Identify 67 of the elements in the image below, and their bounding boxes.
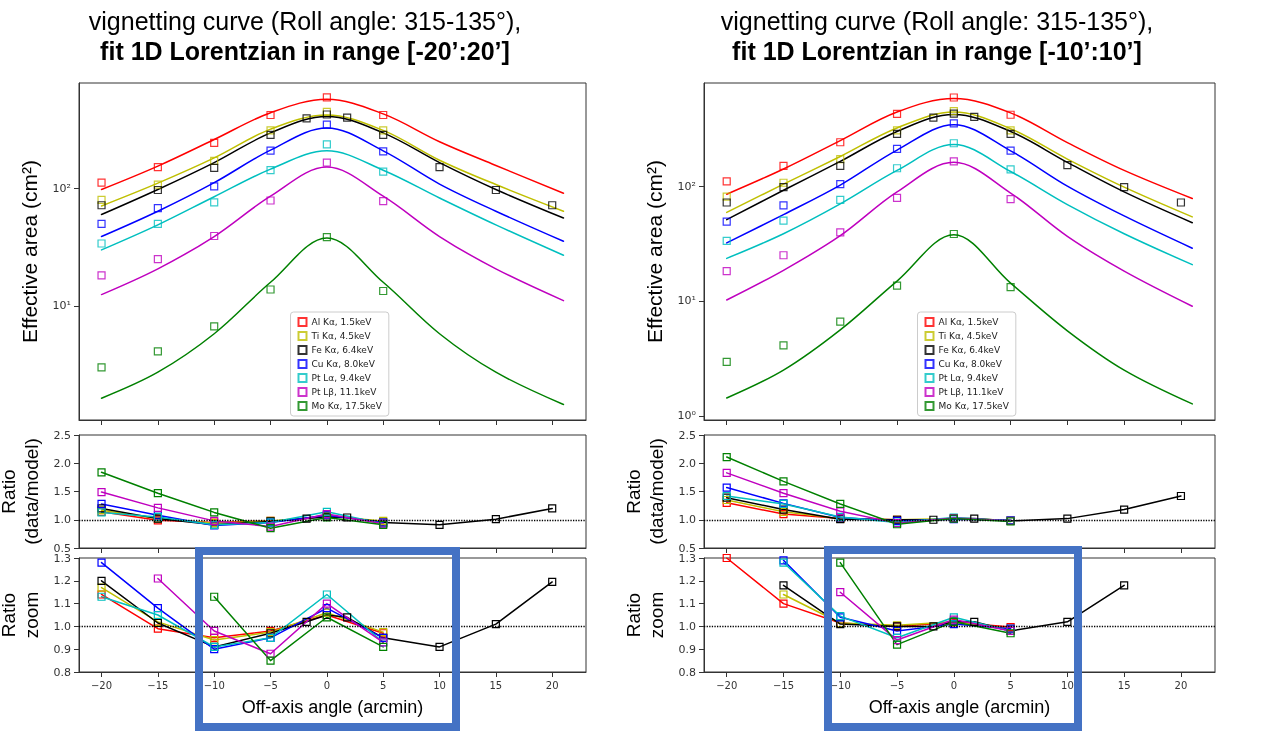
- chart-subtitle: fit 1D Lorentzian in range [-10’:10’]: [731, 36, 1143, 66]
- y-tick-label: 1.0: [53, 619, 71, 633]
- legend-label: Ti Kα, 4.5keV: [937, 331, 999, 341]
- y-tick-label: 0.8: [678, 665, 696, 679]
- y-tick-label: 1.1: [53, 597, 71, 611]
- x-tick-label: −10: [829, 679, 851, 691]
- legend-label: Pt Lβ, 11.1keV: [938, 387, 1005, 397]
- y-tick-label: 2.5: [678, 428, 696, 442]
- legend-label: Fe Kα, 6.4keV: [311, 345, 374, 355]
- y-tick-label: 2.0: [53, 456, 71, 470]
- legend-label: Pt Lβ, 11.1keV: [311, 387, 378, 397]
- y-tick-label: 2.0: [678, 456, 696, 470]
- y-tick-label: 10¹: [52, 299, 71, 313]
- x-tick-label: 15: [1117, 679, 1131, 691]
- y-axis-title: Ratio zoom: [622, 591, 667, 639]
- y-tick-label: 1.1: [678, 597, 696, 611]
- y-axis-title: Effective area (cm²): [18, 160, 41, 343]
- legend-label: Cu Kα, 8.0keV: [938, 359, 1003, 369]
- y-tick-label: 0.9: [53, 642, 71, 656]
- y-tick-label: 10²: [52, 181, 71, 195]
- chart-subtitle: fit 1D Lorentzian in range [-20’:20’]: [99, 36, 511, 66]
- y-axis-title: Ratio (data/model): [0, 438, 42, 545]
- legend-label: Ti Kα, 4.5keV: [310, 331, 372, 341]
- x-tick-label: −5: [263, 679, 278, 691]
- legend-label: Pt Lα, 9.4keV: [311, 373, 372, 383]
- y-tick-label: 2.5: [53, 428, 71, 442]
- legend-label: Mo Kα, 17.5keV: [938, 401, 1010, 411]
- x-tick-label: −5: [889, 679, 905, 691]
- y-tick-label: 1.0: [678, 513, 696, 527]
- legend-label: Mo Kα, 17.5keV: [311, 401, 383, 411]
- x-tick-label: −20: [716, 679, 738, 691]
- chart-title: vignetting curve (Roll angle: 315-135°),: [719, 6, 1155, 36]
- x-tick-label: −15: [772, 679, 795, 691]
- y-axis-title: Effective area (cm²): [643, 160, 666, 343]
- x-axis-title: Off-axis angle (arcmin): [241, 697, 424, 717]
- x-tick-label: 20: [1174, 679, 1188, 691]
- x-tick-label: 15: [489, 679, 503, 691]
- y-tick-label: 10²: [677, 179, 696, 193]
- x-axis-title: Off-axis angle (arcmin): [868, 697, 1051, 717]
- x-tick-label: 10: [1061, 679, 1074, 691]
- x-tick-label: 5: [1007, 679, 1014, 691]
- legend-label: Fe Kα, 6.4keV: [938, 345, 1001, 355]
- chart-title: vignetting curve (Roll angle: 315-135°),: [87, 6, 523, 36]
- y-tick-label: 10¹: [677, 294, 696, 308]
- x-tick-label: 5: [380, 679, 387, 691]
- y-axis-title: Ratio zoom: [0, 591, 42, 639]
- x-tick-label: 10: [433, 679, 446, 691]
- x-tick-label: −15: [147, 679, 169, 691]
- x-tick-label: 20: [545, 679, 559, 691]
- y-tick-label: 1.0: [678, 619, 696, 633]
- x-tick-label: −10: [203, 679, 225, 691]
- y-tick-label: 0.9: [678, 642, 696, 656]
- y-tick-label: 1.5: [678, 485, 696, 498]
- y-tick-label: 1.5: [53, 485, 71, 498]
- y-tick-label: 10⁰: [677, 409, 697, 423]
- legend-label: Al Kα, 1.5keV: [938, 317, 1000, 327]
- y-tick-label: 0.8: [53, 665, 71, 679]
- legend-label: Cu Kα, 8.0keV: [311, 359, 376, 369]
- x-tick-label: 0: [950, 679, 958, 691]
- legend-label: Al Kα, 1.5keV: [311, 317, 373, 327]
- x-tick-label: −20: [90, 679, 113, 691]
- legend-label: Pt Lα, 9.4keV: [938, 373, 999, 383]
- y-tick-label: 1.2: [53, 574, 71, 588]
- y-tick-label: 1.0: [53, 513, 71, 527]
- y-tick-label: 1.2: [678, 574, 696, 588]
- y-axis-title: Ratio (data/model): [622, 438, 667, 545]
- x-tick-label: 0: [323, 679, 331, 691]
